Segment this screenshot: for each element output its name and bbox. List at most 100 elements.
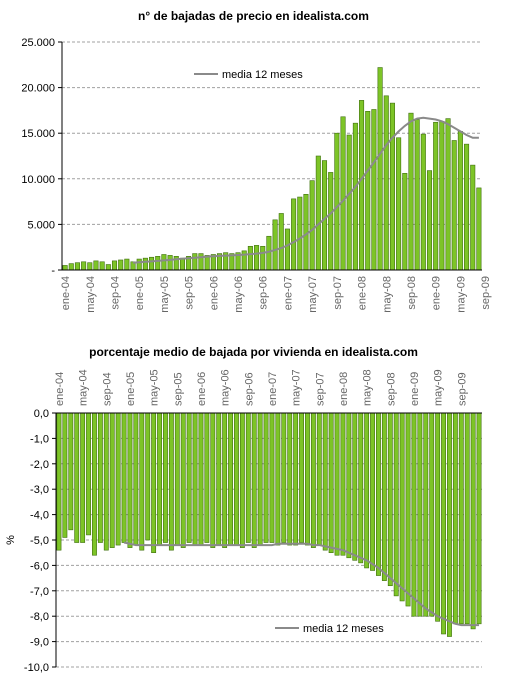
bar — [222, 412, 228, 548]
bar — [133, 412, 139, 546]
bar — [157, 412, 162, 546]
bar — [328, 412, 334, 553]
bar — [269, 412, 275, 543]
bar — [452, 412, 458, 625]
y-tick-label: -6,0 — [30, 560, 49, 572]
bar — [423, 412, 429, 617]
y-tick-label: 15.000 — [21, 128, 55, 140]
bar — [293, 412, 299, 546]
chart1-svg: - 5.000 10.000 15.000 20.000 25.000 ene-04 may-… — [21, 37, 492, 313]
moving-average-line — [123, 541, 480, 627]
bar — [174, 412, 180, 546]
bar — [121, 412, 127, 543]
bar — [228, 412, 233, 546]
bar — [62, 412, 68, 538]
x-tick-label: ene-07 — [267, 372, 279, 406]
x-tick-label: sep-08 — [385, 372, 397, 406]
x-tick-label: may-05 — [159, 276, 171, 313]
y-tick-label: -10,0 — [24, 662, 49, 674]
bar — [470, 412, 476, 630]
bar — [358, 412, 364, 564]
bar — [364, 412, 370, 569]
bar — [192, 412, 198, 546]
bar — [151, 412, 157, 553]
x-tick-label: sep-07 — [332, 276, 344, 310]
bar — [115, 412, 121, 546]
x-tick-label: sep-04 — [101, 372, 113, 406]
x-tick-label: may-09 — [433, 369, 445, 406]
bar — [441, 412, 446, 635]
x-tick-label: ene-05 — [134, 276, 146, 310]
y-tick-label: 5.000 — [27, 219, 55, 231]
bar — [322, 412, 328, 551]
x-tick-label: ene-09 — [409, 372, 421, 406]
bar — [352, 412, 358, 561]
bar — [168, 412, 174, 551]
x-tick-label: sep-06 — [258, 276, 270, 310]
bar — [299, 412, 304, 543]
y-axis-label: % — [5, 535, 17, 545]
x-tick-label: sep-06 — [243, 372, 255, 406]
x-tick-label: may-07 — [291, 369, 303, 406]
x-tick-label: may-05 — [149, 369, 161, 406]
bar — [180, 412, 186, 548]
bar — [74, 412, 80, 543]
x-tick-label: ene-04 — [60, 276, 72, 310]
x-tick-label: ene-08 — [338, 372, 350, 406]
x-tick-label: ene-06 — [208, 276, 220, 310]
y-tick-label: -5,0 — [30, 535, 49, 547]
bar — [393, 412, 399, 597]
bar — [411, 412, 417, 617]
bar — [435, 412, 441, 622]
bar — [198, 412, 204, 546]
bar — [245, 412, 251, 543]
bar — [56, 412, 62, 551]
bar — [458, 412, 464, 625]
x-tick-label: sep-07 — [314, 372, 326, 406]
bar — [263, 412, 269, 543]
x-tick-label: sep-05 — [184, 276, 196, 310]
bar — [417, 412, 423, 617]
y-tick-label: -4,0 — [30, 510, 49, 522]
bar — [68, 412, 74, 531]
x-tick-label: may-08 — [381, 276, 393, 313]
bar — [86, 412, 91, 536]
bar — [370, 412, 375, 571]
y-tick-label: -2,0 — [30, 459, 49, 471]
x-tick-label: may-04 — [85, 276, 97, 313]
bar — [239, 412, 245, 548]
bar — [186, 412, 192, 543]
bar — [80, 412, 86, 543]
legend-label: media 12 meses — [303, 623, 384, 635]
bar — [163, 412, 168, 543]
y-tick-label: -7,0 — [30, 586, 49, 598]
bar — [381, 412, 387, 581]
bar — [281, 412, 287, 543]
y-tick-label: - — [51, 265, 55, 277]
x-tick-label: may-04 — [78, 369, 90, 406]
y-tick-label: 10.000 — [21, 174, 55, 186]
bar — [376, 412, 381, 576]
y-tick-label: 20.000 — [21, 83, 55, 95]
x-tick-label: ene-09 — [431, 276, 443, 310]
x-tick-label: sep-04 — [110, 276, 122, 310]
x-tick-label: ene-04 — [54, 372, 66, 406]
bar — [109, 412, 115, 548]
chart2-title: porcentaje medio de bajada por vivienda … — [89, 345, 418, 359]
y-tick-label: -8,0 — [30, 611, 49, 623]
y-tick-label: 0,0 — [34, 408, 49, 420]
bar — [251, 412, 257, 548]
x-tick-label: ene-06 — [196, 372, 208, 406]
chart1-title: n° de bajadas de precio en idealista.com — [138, 9, 369, 23]
bar — [145, 412, 151, 541]
y-tick-label: 25.000 — [21, 37, 55, 49]
x-tick-label: sep-05 — [172, 372, 184, 406]
x-tick-label: sep-08 — [406, 276, 418, 310]
bar — [257, 412, 263, 546]
legend-label: media 12 meses — [222, 69, 303, 81]
x-tick-label: may-08 — [362, 369, 374, 406]
bar — [316, 412, 322, 546]
bar — [387, 412, 393, 587]
y-tick-label: -1,0 — [30, 433, 49, 445]
